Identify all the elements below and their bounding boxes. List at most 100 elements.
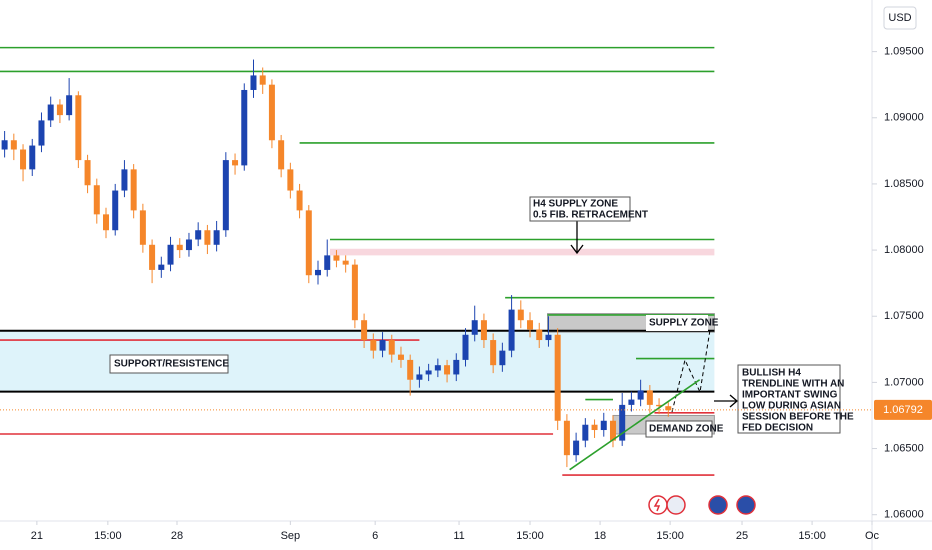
candle-body: [573, 440, 580, 456]
x-tick-label: 18: [594, 530, 606, 542]
x-tick-label: 11: [453, 530, 464, 542]
candle-body: [324, 255, 331, 270]
candle-body: [130, 169, 137, 211]
candle-body: [278, 140, 285, 170]
candle-body: [656, 404, 663, 407]
annotation: SUPPORT/RESISTENCE: [114, 359, 229, 370]
candle-body: [361, 320, 368, 341]
trendline: [569, 379, 701, 471]
candle-body: [1, 140, 8, 150]
zone: [329, 248, 715, 256]
annotation-box: [646, 315, 708, 331]
candle-body: [29, 145, 36, 170]
annotation: BULLISH H4: [742, 368, 801, 379]
candle-body: [407, 359, 414, 380]
candle-body: [582, 424, 589, 441]
y-tick-label: 1.07500: [884, 310, 924, 322]
event-icon[interactable]: [648, 495, 668, 515]
candle-body: [176, 244, 183, 251]
candle-body: [527, 320, 534, 330]
candle-body: [305, 210, 312, 276]
overlay: H4 SUPPLY ZONE 0.5 FIB. RETRACEMENT SUPP…: [0, 196, 872, 515]
y-tick-label: 1.08500: [884, 178, 924, 190]
candle-body: [637, 390, 644, 400]
candle-body: [379, 340, 386, 351]
candle-body: [646, 390, 653, 405]
last-price-label: 1.06792: [883, 404, 923, 416]
y-tick-label: 1.06000: [884, 509, 924, 521]
currency: USD: [888, 12, 911, 24]
candle-body: [204, 230, 211, 245]
candle-body: [103, 214, 110, 231]
candle-body: [471, 320, 478, 335]
candle-body: [149, 244, 156, 270]
candle-body: [333, 255, 340, 261]
candle-body: [84, 160, 91, 186]
candle-body: [47, 104, 54, 121]
candle-body: [480, 320, 487, 341]
candle-body: [490, 340, 497, 366]
y-tick-label: 1.08000: [884, 244, 924, 256]
candle-body: [351, 264, 358, 321]
x-tick-label: 28: [171, 530, 183, 542]
x-tick-label: 15:00: [516, 530, 544, 542]
candle-body: [250, 75, 257, 90]
y-tick-label: 1.06500: [884, 442, 924, 454]
annotation-box: [737, 364, 841, 434]
annotation: IMPORTANT SWING: [742, 390, 838, 401]
candle-body: [444, 365, 451, 375]
annotation: H4 SUPPLY ZONE: [533, 199, 618, 210]
candle-body: [619, 404, 626, 441]
event-icon[interactable]: [708, 495, 728, 515]
candle-body: [158, 264, 165, 270]
annotation: SUPPLY ZONE: [649, 318, 719, 329]
annotation: SESSION BEFORE THE: [742, 412, 854, 423]
x-tick-label: 6: [372, 530, 378, 542]
x-tick-label: Sep: [281, 530, 301, 542]
candle-body: [342, 260, 349, 265]
x-tick-label: 21: [31, 530, 43, 542]
x-tick-label: 15:00: [798, 530, 826, 542]
candle-body: [508, 309, 515, 351]
candle-body: [56, 104, 63, 116]
candle-body: [75, 95, 82, 161]
candle-body: [462, 334, 469, 360]
candle-body: [185, 239, 192, 251]
candle-body: [609, 420, 616, 441]
candle-body: [517, 309, 524, 321]
y-tick-label: 1.09000: [884, 112, 924, 124]
levels: [0, 46, 715, 476]
candle-body: [563, 420, 570, 456]
candle-body: [195, 230, 202, 240]
candle-body: [397, 354, 404, 360]
candle-body: [232, 160, 239, 166]
candle-body: [38, 120, 45, 146]
candle-body: [554, 334, 561, 421]
last-price-tag: [874, 399, 932, 420]
candle-body: [241, 89, 248, 166]
candle-body: [315, 269, 322, 276]
x-tick-label: 15:00: [656, 530, 684, 542]
event-icon[interactable]: [666, 495, 686, 515]
candle-body: [453, 359, 460, 375]
annotation: DEMAND ZONE: [649, 424, 724, 435]
candle-body: [139, 210, 146, 245]
arrow-head: [570, 244, 584, 255]
annotation-box: [109, 354, 229, 374]
candle-body: [591, 424, 598, 431]
candle-body: [600, 420, 607, 431]
candle-body: [536, 329, 543, 341]
x-tick-label: 15:00: [94, 530, 122, 542]
candle-body: [434, 365, 441, 371]
candle-body: [545, 334, 552, 341]
currency-button[interactable]: [883, 6, 917, 30]
y-tick-label: 1.09500: [884, 46, 924, 58]
event-icon[interactable]: [736, 495, 756, 515]
candle-body: [370, 340, 377, 351]
annotation: FED DECISION: [742, 423, 813, 434]
annotation-box: [529, 196, 631, 222]
annotation-box: [645, 420, 713, 438]
y-tick-label: 1.07000: [884, 376, 924, 388]
annotation: 0.5 FIB. RETRACEMENT: [533, 210, 648, 221]
